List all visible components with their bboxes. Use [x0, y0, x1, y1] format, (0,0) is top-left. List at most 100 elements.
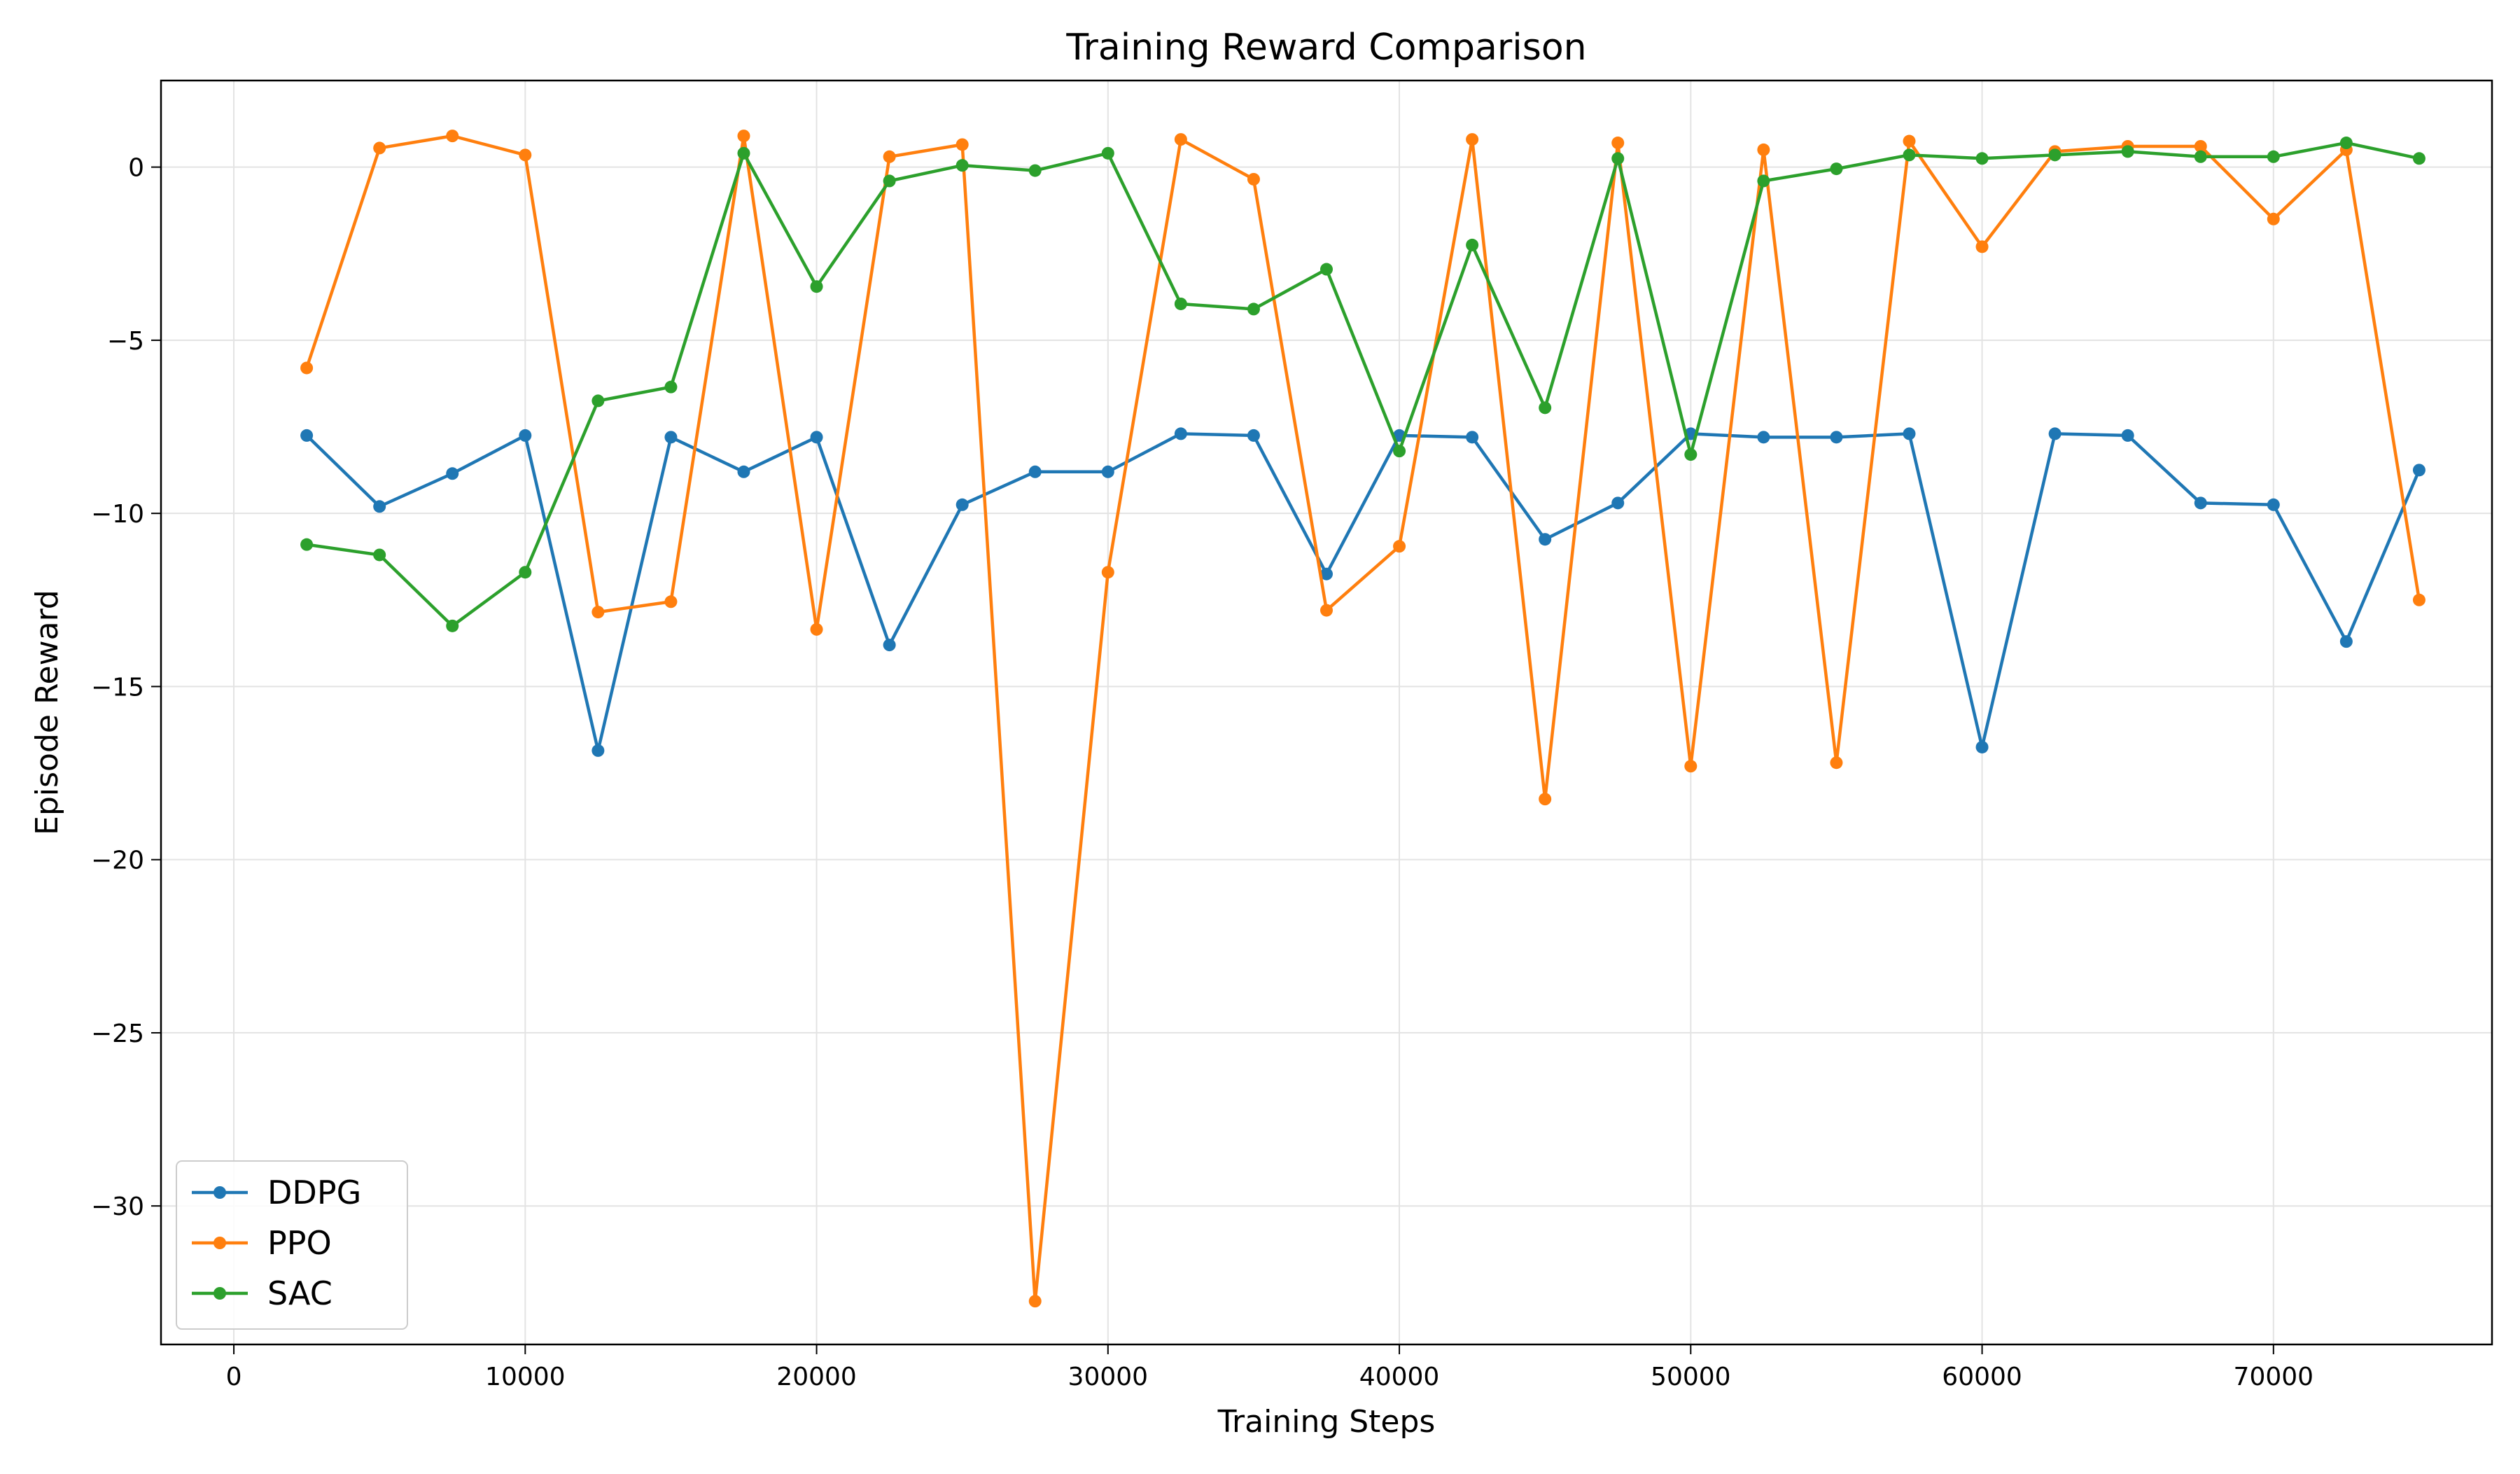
x-tick-label: 0 [226, 1363, 242, 1391]
x-tick-label: 20000 [776, 1363, 857, 1391]
data-point-ddpg [2048, 427, 2062, 440]
data-point-sac [2048, 148, 2062, 162]
data-point-ppo [2194, 139, 2207, 153]
data-point-ppo [737, 130, 750, 143]
data-point-sac [592, 394, 605, 408]
legend-label: PPO [267, 1224, 332, 1262]
data-point-ppo [1466, 133, 1479, 146]
data-point-ppo [446, 130, 459, 143]
data-point-ddpg [1903, 427, 1916, 440]
x-tick-label: 60000 [1942, 1363, 2022, 1391]
legend-item-sac: SAC [192, 1274, 332, 1312]
data-point-sac [1611, 152, 1625, 165]
data-point-sac [664, 380, 678, 394]
chart-title: Training Reward Comparison [1065, 27, 1586, 69]
data-point-ddpg [883, 639, 896, 652]
series-ddpg [300, 427, 2426, 757]
legend-label: DDPG [267, 1174, 361, 1211]
data-point-sac [1174, 297, 1187, 310]
data-point-ppo [1028, 1295, 1042, 1308]
data-point-ddpg [810, 431, 823, 444]
data-point-ddpg [1320, 567, 1333, 580]
data-point-sac [519, 566, 532, 579]
y-tick-label: −15 [91, 673, 144, 702]
data-point-ppo [1975, 240, 1989, 253]
data-point-ppo [1101, 566, 1114, 579]
data-point-sac [2121, 145, 2134, 158]
legend-marker-swatch [214, 1186, 226, 1199]
data-point-sac [1247, 303, 1260, 316]
data-point-ddpg [1539, 533, 1552, 546]
data-point-ppo [519, 148, 532, 162]
data-point-ppo [664, 595, 678, 609]
data-point-ppo [1684, 760, 1698, 773]
series-line-ddpg [305, 432, 2421, 753]
data-point-ddpg [592, 744, 605, 757]
data-point-sac [446, 619, 459, 632]
series-sac [300, 137, 2426, 632]
data-point-sac [737, 146, 750, 160]
data-point-sac [373, 548, 386, 562]
legend-box [176, 1160, 408, 1330]
axis-ticks: 0 10000 20000 30000 40000 50000 60000 70000 0 −5 −… [91, 154, 2314, 1391]
data-point-ppo [1830, 756, 1843, 770]
data-point-ppo [1757, 143, 1770, 156]
data-point-ddpg [2412, 464, 2426, 477]
data-point-sac [2194, 150, 2207, 163]
legend-marker-swatch [214, 1287, 226, 1300]
data-point-ddpg [2121, 429, 2134, 442]
data-point-ddpg [373, 500, 386, 513]
data-point-sac [300, 538, 314, 551]
data-point-ddpg [1757, 431, 1770, 444]
legend-label: SAC [267, 1274, 332, 1312]
x-tick-label: 40000 [1359, 1363, 1440, 1391]
data-point-sac [1903, 148, 1916, 162]
data-point-sac [2267, 150, 2280, 163]
y-axis-label: Episode Reward [29, 590, 65, 835]
data-point-sac [1101, 146, 1114, 160]
data-point-ppo [1393, 540, 1406, 553]
data-point-sac [2412, 152, 2426, 165]
y-tick-label: −30 [91, 1193, 144, 1221]
y-tick-label: −10 [91, 500, 144, 529]
data-point-ppo [1539, 793, 1552, 806]
x-tick-label: 30000 [1068, 1363, 1149, 1391]
data-point-ppo [1247, 172, 1260, 186]
data-point-ppo [1174, 133, 1187, 146]
plot-frame [160, 79, 2493, 1346]
data-point-sac [1975, 152, 1989, 165]
data-point-ddpg [446, 467, 459, 480]
data-point-ppo [883, 150, 896, 163]
data-point-sac [810, 280, 823, 293]
data-point-ppo [1611, 137, 1625, 150]
data-point-sac [2339, 137, 2353, 150]
series-layer [300, 130, 2426, 1308]
data-point-ddpg [2194, 496, 2207, 510]
data-point-ddpg [1247, 429, 1260, 442]
data-point-ppo [2412, 593, 2426, 606]
legend-item-ppo: PPO [192, 1224, 332, 1262]
y-tick-label: −5 [107, 327, 144, 356]
data-point-ppo [592, 606, 605, 619]
y-tick-label: 0 [128, 154, 144, 183]
data-point-sac [1393, 445, 1406, 458]
data-point-ddpg [1101, 465, 1114, 478]
data-point-sac [1684, 448, 1698, 461]
data-point-ddpg [1830, 431, 1843, 444]
series-line-ppo [304, 134, 2421, 1303]
legend: DDPG PPO SAC [176, 1160, 408, 1330]
y-tick-label: −25 [91, 1020, 144, 1048]
x-tick-label: 10000 [485, 1363, 566, 1391]
x-axis-label: Training Steps [1217, 1404, 1436, 1440]
data-point-ddpg [1028, 465, 1042, 478]
data-point-ddpg [664, 431, 678, 444]
x-tick-label: 50000 [1651, 1363, 1731, 1391]
data-point-ddpg [955, 498, 969, 511]
data-point-ppo [1903, 134, 1916, 148]
data-point-sac [955, 159, 969, 172]
data-point-ddpg [519, 429, 532, 442]
data-point-sac [1466, 238, 1479, 251]
